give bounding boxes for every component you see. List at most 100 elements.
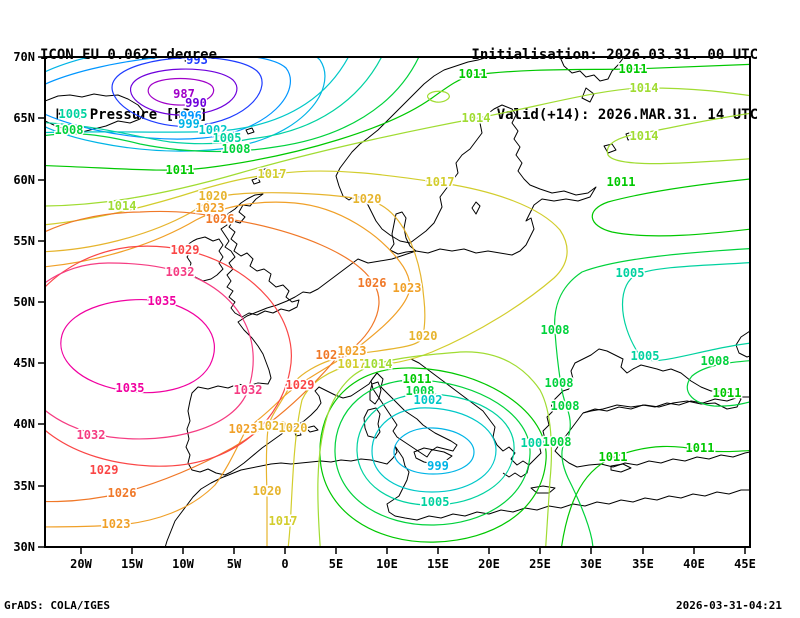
coastline: [530, 485, 556, 494]
contour-label: 1008: [406, 384, 435, 398]
lat-axis-label: 55N: [13, 234, 35, 248]
coastline: [305, 425, 319, 433]
lon-axis-label: 15W: [121, 557, 143, 571]
contour-label: 996: [180, 109, 202, 123]
contour-label: 1008: [541, 323, 570, 337]
contour-label: 1014: [108, 199, 137, 213]
coastline: [220, 193, 300, 318]
isobar-1008: [554, 247, 750, 547]
contour-label: 1029: [90, 463, 119, 477]
isobar-1014: [45, 87, 750, 207]
isobar-993: [111, 57, 263, 127]
contour-label: 1008: [222, 142, 251, 156]
coastline: [370, 372, 458, 458]
contour-label: 1011: [686, 441, 715, 455]
isobar-1035: [60, 298, 215, 394]
isobar-1032: [45, 262, 254, 440]
coastline: [625, 131, 636, 141]
contour-label: 987: [173, 87, 195, 101]
isobar-1008: [45, 57, 420, 153]
isobar-1008: [686, 360, 750, 407]
contour-label: 1023: [196, 201, 225, 215]
contour-label: 1020: [279, 421, 308, 435]
isobar-990: [130, 68, 238, 116]
isobar-1002: [371, 407, 497, 493]
lat-axis-label: 65N: [13, 111, 35, 125]
contour-label: 1023: [338, 344, 367, 358]
isobar-1011: [591, 178, 750, 237]
isobar-987: [147, 77, 215, 106]
isobar-996: [45, 57, 291, 140]
lon-axis-label: 10E: [376, 557, 398, 571]
lon-axis-label: 20W: [70, 557, 92, 571]
model-title: ICON EU 0.0625 degree: [40, 47, 218, 63]
contour-label: 993: [186, 53, 208, 67]
coastline: [389, 211, 417, 255]
contour-label: 1014: [630, 129, 659, 143]
contour-label: 1017: [426, 175, 455, 189]
isobar-1002: [45, 57, 350, 134]
coastline: [186, 236, 224, 282]
contour-label: 990: [185, 96, 207, 110]
coastline: [471, 201, 481, 215]
contour-label: 1023: [229, 422, 258, 436]
contour-label: 1029: [286, 378, 315, 392]
contour-label: 1017: [258, 167, 287, 181]
run-info-block: Initialisation: 2026.03.31. 00 UTC Valid…: [471, 5, 758, 165]
contour-label: 1005: [213, 131, 242, 145]
coastline: [363, 407, 381, 439]
coastline: [220, 445, 750, 521]
lon-axis-label: 40E: [683, 557, 705, 571]
contour-label: 1029: [171, 243, 200, 257]
contour-label: 1008: [55, 123, 84, 137]
coastline: [251, 177, 261, 185]
coastline: [568, 348, 742, 414]
lon-axis-label: 45E: [734, 557, 756, 571]
coastline: [185, 250, 417, 476]
contour-label: 1020: [409, 329, 438, 343]
valid-time-label: Valid(+14): 2026.MAR.31. 14 UTC: [496, 107, 758, 123]
isobar-1008: [334, 379, 531, 526]
contour-label: 1011: [599, 450, 628, 464]
lon-axis-label: 10W: [172, 557, 194, 571]
isobar-1014: [606, 112, 750, 165]
contour-label: 1026: [358, 276, 387, 290]
creation-timestamp: 2026-03-31-04:21: [676, 599, 782, 612]
lat-axis-label: 70N: [13, 50, 35, 64]
coastline: [369, 381, 382, 405]
coastline: [245, 127, 255, 135]
isobar-1020: [45, 192, 426, 547]
lat-axis-label: 60N: [13, 173, 35, 187]
isobar-1014: [426, 90, 450, 103]
lon-axis-label: 5E: [329, 557, 343, 571]
lon-axis-label: 35E: [632, 557, 654, 571]
lat-axis-label: 35N: [13, 479, 35, 493]
contour-label: 1032: [166, 265, 195, 279]
contour-label: 1008: [543, 435, 572, 449]
contour-label: 999: [178, 117, 200, 131]
init-time-label: Initialisation: 2026.03.31. 00 UTC: [471, 47, 758, 63]
contour-label: 1032: [77, 428, 106, 442]
contour-label: 1005: [521, 436, 550, 450]
map-interior: [45, 57, 750, 547]
contour-label: 1014: [364, 357, 393, 371]
isobar-1005: [622, 262, 750, 362]
contour-label: 1017: [269, 514, 298, 528]
coastline: [582, 396, 750, 414]
contour-label: 1020: [353, 192, 382, 206]
lon-axis-label: 25E: [529, 557, 551, 571]
isobar-1005: [45, 57, 383, 145]
coastline: [610, 463, 632, 473]
contour-label: 1032: [234, 383, 263, 397]
coastline: [581, 87, 595, 103]
coastline: [603, 143, 617, 154]
contour-label: 1008: [701, 354, 730, 368]
isobar-1017: [45, 170, 568, 547]
coastline: [413, 447, 453, 465]
coastline: [164, 477, 222, 547]
lat-axis-label: 45N: [13, 356, 35, 370]
contour-label: 1020: [253, 484, 282, 498]
isobar-1011: [560, 445, 750, 547]
contour-label: 1011: [607, 175, 636, 189]
